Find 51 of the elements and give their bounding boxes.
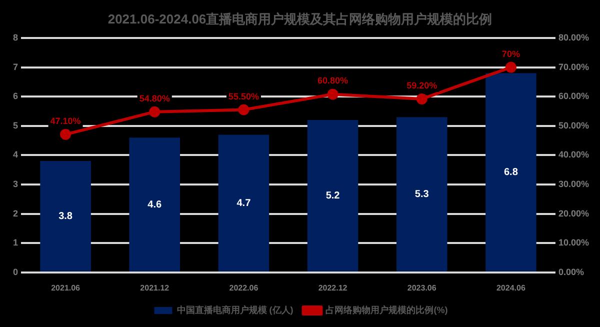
y2-tick-label: 20.00% — [558, 208, 590, 218]
y-tick-label: 6 — [12, 91, 18, 102]
x-tick-label: 2024.06 — [496, 283, 526, 292]
y-tick-label: 3 — [12, 178, 18, 189]
point — [505, 62, 516, 73]
x-tick-label: 2021.12 — [140, 283, 170, 292]
bar — [40, 161, 91, 272]
y-tick-label: 2 — [12, 208, 18, 218]
data-label: 47.10% — [50, 116, 81, 126]
x-tick-label: 2022.06 — [229, 283, 259, 292]
data-label: 70% — [502, 48, 520, 59]
point — [416, 93, 428, 104]
point — [60, 128, 72, 140]
y-tick-label: 8 — [12, 32, 18, 42]
y2-tick-label: 40.00% — [558, 150, 590, 160]
point — [327, 88, 338, 100]
y2-tick-label: 30.00% — [558, 178, 590, 189]
data-label: 3.8 — [58, 210, 73, 222]
y2-tick-label: 70.00% — [558, 62, 590, 72]
bar — [486, 73, 536, 272]
y-tick-label: 1 — [12, 238, 18, 248]
y-tick-label: 5 — [12, 120, 18, 130]
legend-label: 中国直播电商用户规模 (亿人) — [176, 304, 294, 315]
point — [149, 106, 160, 118]
y-tick-label: 4 — [12, 150, 18, 160]
y2-tick-label: 0.00% — [558, 266, 584, 277]
chart-title: 2021.06-2024.06直播电商用户规模及其占网络购物用户规模的比例 — [108, 12, 492, 27]
x-tick-label: 2023.06 — [407, 283, 437, 292]
bar — [396, 117, 448, 272]
data-label: 4.6 — [148, 199, 162, 210]
point — [238, 104, 250, 116]
data-label: 6.8 — [504, 167, 518, 178]
data-label: 5.3 — [414, 189, 430, 200]
y2-tick-label: 80.00% — [558, 32, 590, 42]
bar — [129, 138, 180, 272]
data-label: 54.80% — [139, 93, 170, 104]
data-label: 55.50% — [228, 91, 259, 102]
data-label: 4.7 — [236, 198, 252, 209]
data-label: 59.20% — [406, 80, 438, 90]
bar — [307, 120, 358, 272]
legend-label: 占网络购物用户规模的比例(%) — [326, 304, 448, 315]
y-tick-label: 0 — [12, 266, 18, 277]
data-label: 60.80% — [318, 76, 348, 86]
y2-tick-label: 60.00% — [558, 91, 590, 102]
y-tick-label: 7 — [12, 62, 18, 72]
x-tick-label: 2022.12 — [318, 283, 348, 292]
x-tick-label: 2021.06 — [51, 283, 81, 292]
y2-tick-label: 10.00% — [558, 238, 590, 248]
y2-tick-label: 50.00% — [558, 120, 590, 130]
bar — [218, 134, 270, 272]
data-label: 5.2 — [326, 190, 340, 202]
